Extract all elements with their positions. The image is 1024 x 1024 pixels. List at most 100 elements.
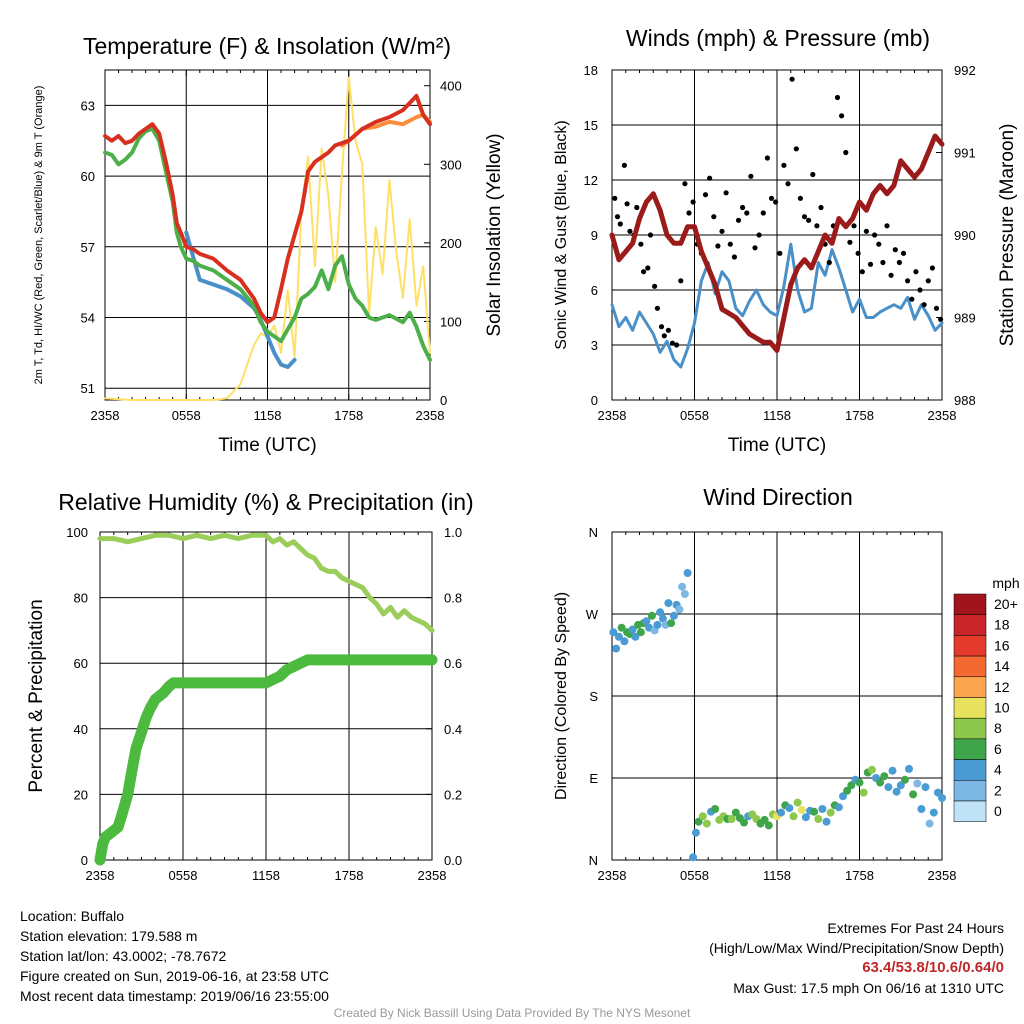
series-line-pressure	[609, 133, 945, 353]
direction-point	[764, 821, 773, 830]
gust-point	[731, 254, 738, 260]
gust-point	[938, 316, 944, 322]
gust-point	[806, 217, 812, 223]
y2-tick-label: 989	[954, 311, 976, 326]
y-axis-label: 2m T, Td, HI/WC (Red, Green, Scarlet/Blu…	[33, 86, 45, 385]
temperature-panel: Temperature (F) & Insolation (W/m²)2358 0…	[33, 33, 505, 456]
extremes-legend: (High/Low/Max Wind/Precipitation/Snow De…	[709, 940, 1004, 956]
direction-point	[909, 790, 918, 799]
colorbar-label: 8	[994, 720, 1002, 736]
gust-point	[913, 269, 919, 275]
colorbar-label: 18	[994, 617, 1010, 633]
direction-point	[667, 619, 676, 628]
x-tick-label: 1758	[334, 408, 363, 423]
colorbar-cell	[953, 738, 987, 760]
colorbar-cell	[953, 593, 987, 615]
gust-point	[719, 228, 725, 234]
gust-point	[785, 181, 791, 187]
series-line-precipitation	[94, 654, 438, 866]
direction-point	[793, 798, 802, 807]
y-tick-label: W	[586, 607, 599, 622]
y-tick-label: 12	[584, 173, 598, 188]
x-tick-label: 2358	[418, 868, 447, 883]
y2-tick-label: 0.6	[444, 656, 462, 671]
elevation-text: Station elevation: 179.588 m	[20, 928, 198, 944]
direction-point	[814, 815, 823, 823]
direction-point	[876, 778, 885, 787]
series-line-sonic-wind	[610, 242, 944, 369]
gust-point	[880, 259, 886, 266]
gust-point	[826, 259, 832, 266]
direction-point	[702, 819, 711, 828]
y2-tick-label: 0.8	[444, 591, 462, 606]
direction-point	[810, 807, 819, 816]
direction-point	[938, 794, 946, 802]
x-tick-label: 2358	[86, 868, 115, 883]
direction-point	[905, 764, 913, 773]
gust-point	[715, 243, 721, 249]
gust-point	[617, 221, 623, 227]
direction-point	[921, 783, 930, 792]
y-tick-label: 40	[74, 722, 88, 737]
colorbar-cell	[953, 614, 987, 636]
gust-point	[621, 162, 628, 168]
gust-point	[669, 340, 676, 346]
colorbar-label: 20+	[994, 596, 1018, 612]
gust-point	[752, 245, 758, 251]
gust-point	[744, 210, 750, 216]
direction-point	[925, 819, 934, 828]
colorbar-label: 12	[994, 679, 1010, 695]
direction-point	[620, 637, 629, 646]
y-tick-label: 3	[591, 338, 598, 353]
gust-point	[686, 210, 692, 216]
direction-point	[647, 611, 656, 620]
gust-point	[793, 146, 799, 152]
direction-point	[678, 582, 687, 591]
humidity-panel: Relative Humidity (%) & Precipitation (i…	[26, 489, 474, 883]
x-tick-label: 2358	[598, 868, 627, 883]
created-text: Figure created on Sun, 2019-06-16, at 23…	[20, 968, 329, 984]
gust-point	[711, 214, 717, 220]
gust-point	[892, 247, 898, 253]
direction-point	[900, 775, 909, 784]
y2-tick-label: 990	[954, 228, 976, 243]
colorbar-label: 14	[994, 658, 1010, 674]
gust-point	[674, 342, 680, 348]
direction-point	[680, 590, 689, 598]
direction-point	[777, 808, 786, 817]
direction-point	[609, 628, 618, 637]
credit-text: Created By Nick Bassill Using Data Provi…	[333, 1006, 691, 1020]
gust-point	[723, 190, 729, 196]
y2-tick-label: 0.4	[444, 722, 462, 737]
chart-title: Wind Direction	[703, 484, 853, 510]
gust-point	[777, 250, 783, 256]
gust-point	[645, 265, 651, 271]
direction-point	[628, 625, 637, 634]
x-tick-label: 0558	[680, 408, 709, 423]
series-line-2m-td	[103, 126, 432, 362]
winds-panel: Winds (mph) & Pressure (mb) 2358 0558 1158 1…	[553, 25, 1018, 456]
direction-point	[892, 787, 901, 796]
y-tick-label: 9	[591, 228, 598, 243]
extremes-title: Extremes For Past 24 Hours	[827, 920, 1004, 936]
colorbar-label: 10	[994, 700, 1010, 716]
y2-axis-label: Solar Insolation (Yellow)	[484, 133, 505, 336]
series-line-relative-humidity	[97, 532, 435, 633]
gust-point	[896, 259, 903, 266]
x-tick-label: 2358	[928, 408, 957, 423]
direction-point	[617, 623, 626, 632]
gust-point	[843, 149, 849, 156]
gust-point	[614, 214, 621, 220]
direction-point	[760, 815, 769, 824]
y2-tick-label: 991	[954, 146, 976, 161]
colorbar-label: 0	[994, 803, 1002, 819]
direction-point	[917, 805, 926, 813]
gust-point	[661, 333, 667, 339]
y-tick-label: 6	[591, 283, 598, 298]
direction-point	[631, 632, 640, 641]
direction-point	[913, 779, 922, 788]
direction-point	[642, 617, 651, 626]
direction-point	[867, 765, 876, 774]
